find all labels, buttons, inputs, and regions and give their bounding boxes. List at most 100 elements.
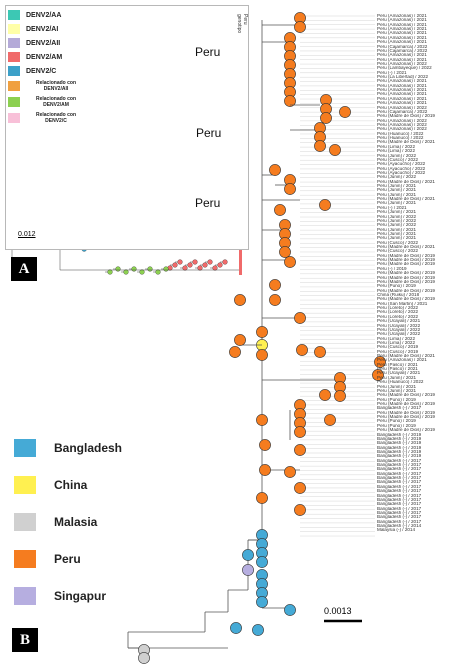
tip-label: Peru (-) / 2019 <box>377 266 407 271</box>
tree-b-node <box>329 144 341 156</box>
tree-a-node <box>115 266 121 272</box>
tip-label: Bangladesh (-) / 2017 <box>377 480 422 485</box>
tip-label: Peru (Junin) / 2021 <box>377 236 417 241</box>
legend-b-item: China <box>14 475 122 495</box>
tree-b-node <box>339 106 351 118</box>
tree-b-node <box>294 482 306 494</box>
legend-a-item: DENV2/AII <box>8 38 86 48</box>
tree-b-node <box>314 140 326 152</box>
legend-a-swatch <box>8 10 20 20</box>
tip-label: Peru (San Martin) / 2021 <box>377 301 428 306</box>
tree-b-node <box>252 624 264 636</box>
tip-label: Peru (Junin) / 2022 <box>377 214 417 219</box>
tip-label: Peru (Madre de Dios) / 2019 <box>377 297 435 302</box>
tree-b-node <box>284 183 296 195</box>
tree-b-node <box>294 21 306 33</box>
tree-b-node <box>320 112 332 124</box>
scale-label-a: 0.012 <box>18 231 36 238</box>
tip-label: Peru (Ucayali) / 2022 <box>377 327 421 332</box>
tip-label: Peru (Ayacucho) / 2022 <box>377 166 426 171</box>
tip-label: Peru (Amazonas) / 2021 <box>377 57 427 62</box>
tip-label: Peru (Lima) / 2022 <box>377 144 416 149</box>
legend-a-label: DENV2/AI <box>26 25 59 33</box>
tree-b-node <box>256 414 268 426</box>
tip-label: Peru (Madre de Dios) / 2019 <box>377 288 435 293</box>
legend-a-swatch <box>8 66 20 76</box>
tip-label: Peru (Junin) / 2021 <box>377 192 417 197</box>
tip-label: Peru (Madre de Dios) / 2019 <box>377 275 435 280</box>
tree-a-node <box>222 259 228 265</box>
tree-b-node <box>294 312 306 324</box>
tree-b-node <box>256 556 268 568</box>
tip-label: Peru (Puno) / 2019 <box>377 423 416 428</box>
tip-label: Peru (Cajamarca) / 2022 <box>377 48 428 53</box>
legend-a-item: Relacionado con DENV2/AM <box>8 96 86 108</box>
tree-b-node <box>256 326 268 338</box>
legend-a-item: DENV2/AM <box>8 52 86 62</box>
tip-label: Peru (Ucayali) / 2021 <box>377 319 421 324</box>
tree-a-node <box>139 269 145 275</box>
tree-b-node <box>229 346 241 358</box>
tip-label: Peru (Amazonas) / 2021 <box>377 88 427 93</box>
tree-a-node <box>182 265 188 271</box>
tip-label: Peru (Madre de Dios) / 2019 <box>377 271 435 276</box>
tip-label: Peru (Amazonas) / 2022 <box>377 118 427 123</box>
tree-b-node <box>284 256 296 268</box>
tree-b-node <box>259 439 271 451</box>
legend-a-label: DENV2/AA <box>26 11 62 19</box>
tip-label: Peru (Amazonas) / 2021 <box>377 18 427 23</box>
tree-b-node <box>294 504 306 516</box>
legend-a-item: DENV2/C <box>8 66 86 76</box>
legend-a-swatch <box>8 81 20 91</box>
tip-label: Peru (Puno) / 2019 <box>377 419 416 424</box>
scale-label-b: 0.0013 <box>324 606 352 616</box>
tree-b-node <box>269 279 281 291</box>
tip-label: Peru (Madre de Dios) / 2021 <box>377 245 435 250</box>
tree-b-node <box>319 199 331 211</box>
legend-b-label: Malasia <box>54 515 98 529</box>
tip-label: Peru (Amazonas) / 2021 <box>377 14 427 18</box>
legend-b-swatch <box>14 476 36 494</box>
tree-b-node <box>230 622 242 634</box>
tree-b-node <box>269 294 281 306</box>
tip-label: Peru (Ucayali) / 2021 <box>377 371 421 376</box>
tip-label: China (Ruiku) / 2018 <box>377 293 420 297</box>
tip-label: Peru (Cusco) / 2022 <box>377 157 419 162</box>
legend-b-label: Singapur <box>54 589 107 603</box>
tip-label: Bangladesh (-) / 2019 <box>377 449 422 454</box>
tip-label: Peru (Junin) / 2021 <box>377 231 417 236</box>
tree-a-node <box>172 262 178 268</box>
tip-label: Peru (Amazonas) / 2021 <box>377 92 427 97</box>
tip-label: Bangladesh (-) / 2019 <box>377 432 422 437</box>
tip-label: Peru (Ayacucho) / 2022 <box>377 170 426 175</box>
panel-a-legend: DENV2/AA DENV2/AI DENV2/AII DENV2/AM DEN… <box>8 10 86 128</box>
tip-label: Peru (Loreto) / 2022 <box>377 310 419 315</box>
tip-label: Peru (Cusco) / 2022 <box>377 240 419 245</box>
tip-label: Peru (Junin) / 2022 <box>377 153 417 158</box>
tip-label: Peru (Loreto) / 2022 <box>377 314 419 319</box>
legend-b-swatch <box>14 550 36 568</box>
tree-b-node <box>284 466 296 478</box>
tip-label: Peru (Madre de Dios) / 2019 <box>377 114 435 119</box>
tip-label: Bangladesh (-) / 2017 <box>377 471 422 476</box>
tree-b-node <box>296 344 308 356</box>
legend-a-label: DENV2/AM <box>26 53 63 61</box>
tip-label: Bangladesh (-) / 2017 <box>377 463 422 468</box>
legend-a-item: Relacionado con DENV2/C <box>8 112 86 124</box>
tree-b-node <box>269 164 281 176</box>
tip-label: Peru (Madre de Dios) / 2021 <box>377 140 435 145</box>
tip-label: Peru (Cajamarca) / 2022 <box>377 109 428 114</box>
tip-label: Malaysia (-) / 2014 <box>377 528 416 533</box>
legend-b-item: Singapur <box>14 586 122 606</box>
tip-label: Bangladesh (-) / 2017 <box>377 458 422 463</box>
legend-a-swatch <box>8 97 20 107</box>
legend-b-swatch <box>14 513 36 531</box>
tip-label: Peru (Pasco) / 2021 <box>377 362 418 367</box>
panel-tag-a: A <box>11 257 37 281</box>
tip-label: Peru (La Libertad) / 2022 <box>377 75 429 80</box>
tip-label: Peru (Junin) / 2021 <box>377 375 417 380</box>
tip-label: Bangladesh (-) / 2017 <box>377 406 422 411</box>
tree-a-node <box>207 259 213 265</box>
tree-b-node <box>294 444 306 456</box>
tip-label: Peru (Madre de Dios) / 2019 <box>377 401 435 406</box>
